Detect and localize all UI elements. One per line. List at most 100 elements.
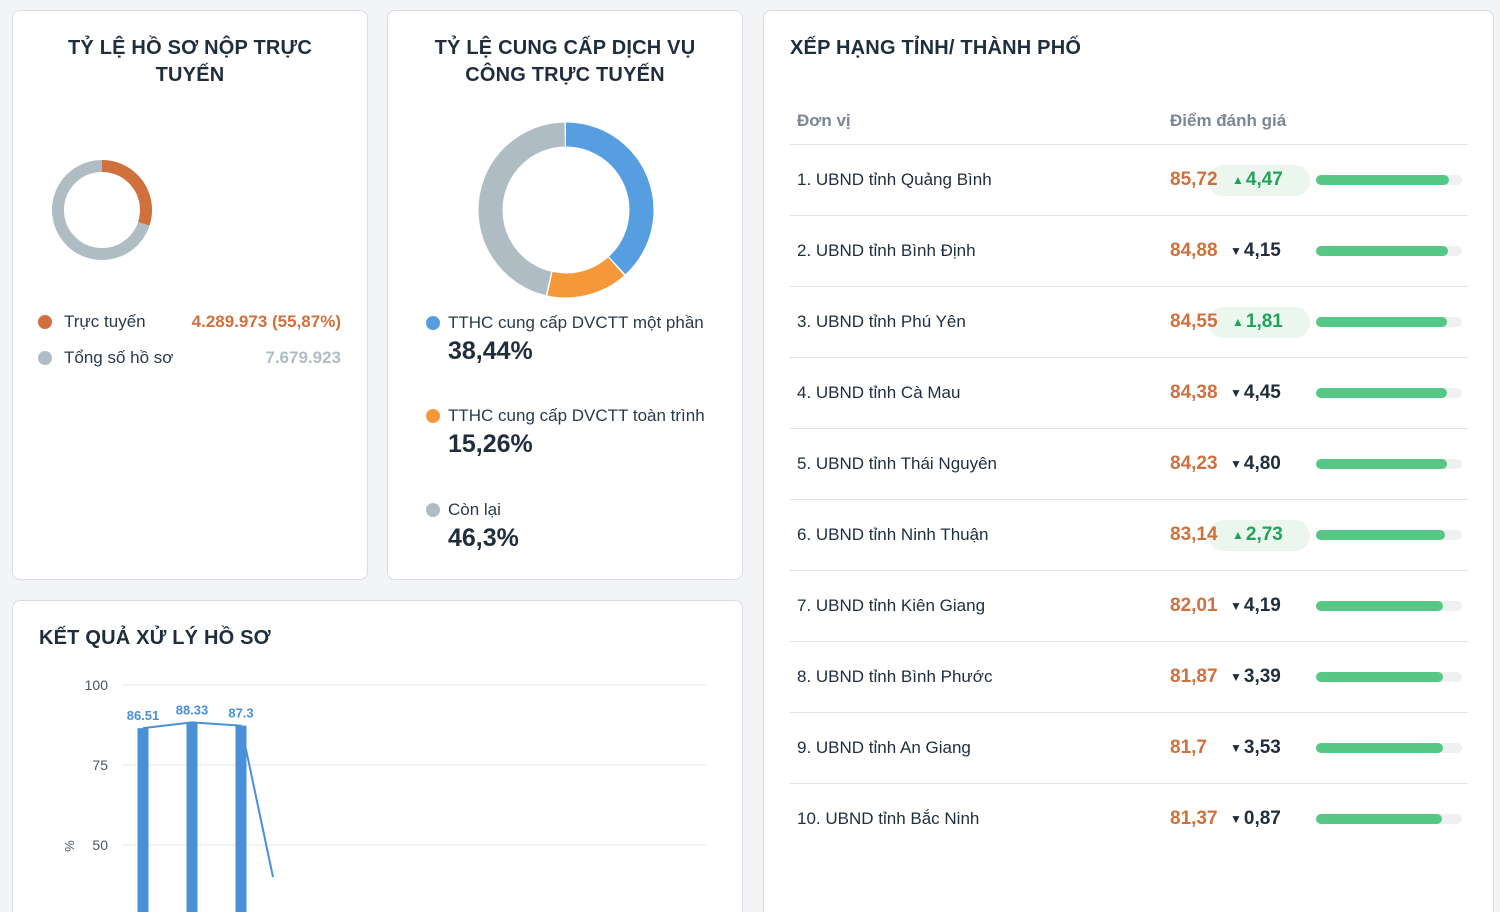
legend-partial-label: TTHC cung cấp DVCTT một phần xyxy=(448,313,704,332)
score-change-badge: ▲ 1,81 xyxy=(1208,306,1310,338)
trend-line xyxy=(142,721,274,878)
score-change-badge: ▲ 4,47 xyxy=(1208,164,1310,196)
score-change-badge: ▼ 4,45 xyxy=(1206,378,1289,409)
online-donut-chart xyxy=(52,160,152,260)
ranking-row[interactable]: 1. UBND tỉnh Quảng Bình ▲ 4,47 85,72 xyxy=(790,144,1468,215)
ranking-row[interactable]: 2. UBND tỉnh Bình Định ▼ 4,15 84,88 xyxy=(790,215,1468,286)
province-score: 84,23 xyxy=(1170,453,1218,474)
triangle-down-icon: ▼ xyxy=(1230,741,1242,755)
province-score: 81,7 xyxy=(1170,737,1207,758)
score-bar-fill xyxy=(1316,317,1448,327)
column-header-score: Điểm đánh giá xyxy=(1170,111,1287,130)
legend-total-value: 7.679.923 xyxy=(265,348,341,367)
services-donut-chart xyxy=(478,122,654,298)
score-bar-fill xyxy=(1316,672,1444,682)
ranking-row[interactable]: 6. UBND tỉnh Ninh Thuận ▲ 2,73 83,14 xyxy=(790,499,1468,570)
legend-online[interactable]: Trực tuyến xyxy=(38,312,146,332)
score-bar-track xyxy=(1316,743,1462,753)
triangle-down-icon: ▼ xyxy=(1230,457,1242,471)
triangle-up-icon: ▲ xyxy=(1232,173,1244,187)
services-legend-remaining[interactable]: Còn lại 46,3% xyxy=(426,498,716,553)
bar-value-label: 87.3 xyxy=(228,706,253,721)
province-name: 5. UBND tỉnh Thái Nguyên xyxy=(797,454,998,473)
legend-remaining-pct: 46,3% xyxy=(448,524,519,552)
online-card-title: TỶ LỆ HỒ SƠ NỘP TRỰC TUYẾN xyxy=(68,37,312,86)
province-score: 83,14 xyxy=(1170,524,1218,545)
services-legend-full[interactable]: TTHC cung cấp DVCTT toàn trình 15,26% xyxy=(426,404,716,459)
province-score: 85,72 xyxy=(1170,169,1218,190)
result-bar[interactable] xyxy=(235,725,247,912)
ranking-row[interactable]: 3. UBND tỉnh Phú Yên ▲ 1,81 84,55 xyxy=(790,286,1468,357)
result-bar[interactable] xyxy=(137,728,149,912)
online-donut-arc[interactable] xyxy=(52,160,152,260)
result-bar[interactable] xyxy=(186,722,198,912)
score-bar-fill xyxy=(1316,601,1444,611)
score-bar-track xyxy=(1316,246,1462,256)
legend-total[interactable]: Tổng số hồ sơ xyxy=(38,348,173,368)
score-change-badge: ▼ 3,53 xyxy=(1206,733,1289,764)
ranking-row[interactable]: 8. UBND tỉnh Bình Phước ▼ 3,39 81,87 xyxy=(790,641,1468,712)
province-name: 8. UBND tỉnh Bình Phước xyxy=(797,667,993,686)
ranking-row[interactable]: 5. UBND tỉnh Thái Nguyên ▼ 4,80 84,23 xyxy=(790,428,1468,499)
donut-slice-remaining[interactable] xyxy=(478,122,654,298)
legend-full-label: TTHC cung cấp DVCTT toàn trình xyxy=(448,406,705,425)
score-bar-fill xyxy=(1316,459,1447,469)
legend-total-dot xyxy=(38,351,52,365)
province-name: 3. UBND tỉnh Phú Yên xyxy=(797,312,966,331)
triangle-down-icon: ▼ xyxy=(1230,599,1242,613)
score-bar-fill xyxy=(1316,530,1446,540)
triangle-up-icon: ▲ xyxy=(1232,528,1244,542)
score-bar-fill xyxy=(1316,388,1448,398)
legend-total-label: Tổng số hồ sơ xyxy=(64,348,174,367)
province-score: 81,87 xyxy=(1170,666,1218,687)
score-bar-track xyxy=(1316,814,1462,824)
processing-results-card: KẾT QUẢ XỬ LÝ HỒ SƠ 50 75 100% 86.51 88.33 87… xyxy=(12,600,743,912)
score-change-value: 4,19 xyxy=(1243,595,1281,616)
score-change-badge: ▼ 3,39 xyxy=(1206,662,1289,693)
score-bar-track xyxy=(1316,175,1462,185)
services-legend-partial[interactable]: TTHC cung cấp DVCTT một phần 38,44% xyxy=(426,311,716,366)
legend-partial-dot xyxy=(426,316,440,330)
score-change-badge: ▲ 2,73 xyxy=(1208,519,1310,551)
score-bar-fill xyxy=(1316,175,1450,185)
ranking-card-title: XẾP HẠNG TỈNH/ THÀNH PHỐ xyxy=(790,37,1082,59)
province-ranking-card: XẾP HẠNG TỈNH/ THÀNH PHỐ Đơn vị Điểm đán… xyxy=(763,10,1494,912)
ranking-row[interactable]: 10. UBND tỉnh Bắc Ninh ▼ 0,87 81,37 xyxy=(790,783,1468,854)
province-name: 10. UBND tỉnh Bắc Ninh xyxy=(797,809,980,828)
triangle-down-icon: ▼ xyxy=(1230,386,1242,400)
y-tick-label: 50 xyxy=(92,837,108,853)
legend-full-dot xyxy=(426,409,440,423)
bar-value-label: 88.33 xyxy=(176,702,209,717)
score-bar-fill xyxy=(1316,246,1448,256)
score-bar-track xyxy=(1316,601,1462,611)
score-bar-track xyxy=(1316,459,1462,469)
province-name: 7. UBND tỉnh Kiên Giang xyxy=(797,596,986,615)
ranking-row[interactable]: 4. UBND tỉnh Cà Mau ▼ 4,45 84,38 xyxy=(790,357,1468,428)
online-services-card: TỶ LỆ CUNG CẤP DỊCH VỤ CÔNG TRỰC TUYẾN T… xyxy=(387,10,743,580)
province-name: 1. UBND tỉnh Quảng Bình xyxy=(797,170,992,189)
ranking-row[interactable]: 9. UBND tỉnh An Giang ▼ 3,53 81,7 xyxy=(790,712,1468,783)
score-change-badge: ▼ 0,87 xyxy=(1206,804,1289,835)
score-bar-track xyxy=(1316,317,1462,327)
province-score: 84,38 xyxy=(1170,382,1218,403)
score-bar-fill xyxy=(1316,743,1443,753)
donut-slice-partial[interactable] xyxy=(478,122,654,298)
score-change-value: 4,15 xyxy=(1243,240,1281,261)
y-tick-label: 75 xyxy=(92,757,108,773)
ranking-row[interactable]: 7. UBND tỉnh Kiên Giang ▼ 4,19 82,01 xyxy=(790,570,1468,641)
bar-value-label: 86.51 xyxy=(127,708,160,723)
donut-slice-full[interactable] xyxy=(478,122,654,298)
score-change-value: 4,45 xyxy=(1243,382,1281,403)
score-change-value: 4,80 xyxy=(1243,453,1281,474)
score-bar-track xyxy=(1316,672,1462,682)
score-bar-fill xyxy=(1316,814,1443,824)
province-name: 9. UBND tỉnh An Giang xyxy=(797,738,971,757)
legend-online-value: 4.289.973 (55,87%) xyxy=(191,312,341,331)
score-change-value: 1,81 xyxy=(1245,311,1283,332)
score-bar-track xyxy=(1316,388,1462,398)
score-change-value: 0,87 xyxy=(1243,808,1281,829)
province-name: 2. UBND tỉnh Bình Định xyxy=(797,241,976,260)
online-submission-card: TỶ LỆ HỒ SƠ NỘP TRỰC TUYẾN Trực tuyến 4.… xyxy=(12,10,368,580)
score-change-value: 3,39 xyxy=(1243,666,1281,687)
legend-remaining-dot xyxy=(426,503,440,517)
